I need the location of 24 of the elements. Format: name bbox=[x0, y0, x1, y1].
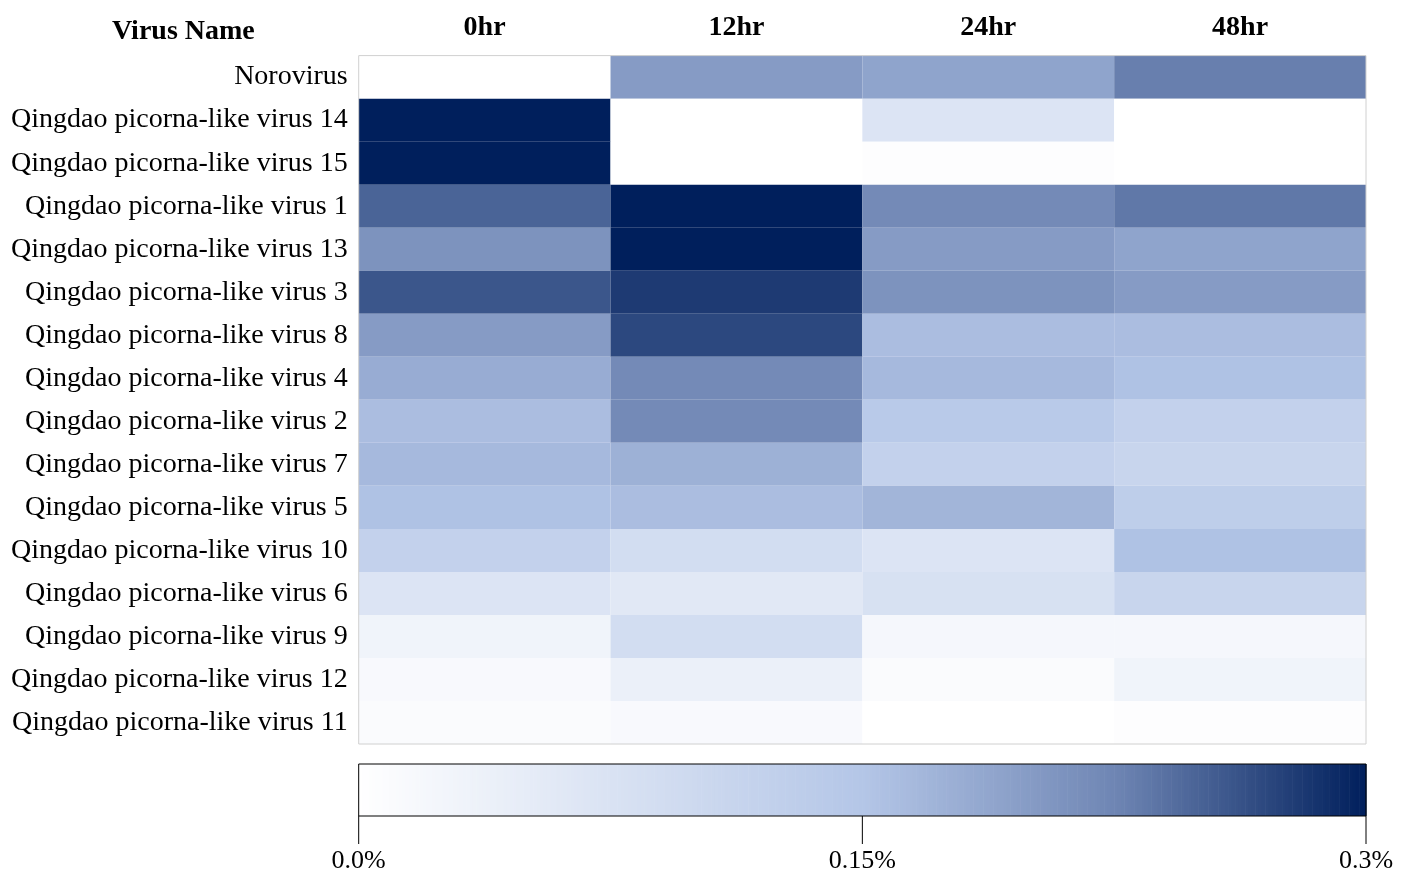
x-tick-label: 12hr bbox=[708, 10, 765, 42]
y-tick-label: Qingdao picorna-like virus 11 bbox=[12, 704, 348, 736]
color-bar-label: 0.3% bbox=[1338, 844, 1394, 874]
y-axis-title: Virus Name bbox=[111, 14, 255, 46]
color-bar-label: 0.0% bbox=[331, 844, 386, 874]
y-tick-label: Qingdao picorna-like virus 13 bbox=[10, 231, 348, 263]
y-tick-label: Qingdao picorna-like virus 5 bbox=[24, 489, 348, 521]
y-tick-label: Qingdao picorna-like virus 8 bbox=[24, 317, 348, 349]
color-bar-label: 0.15% bbox=[828, 844, 896, 874]
y-tick-label: Qingdao picorna-like virus 2 bbox=[24, 403, 348, 435]
x-tick-label: 0hr bbox=[463, 10, 506, 42]
y-tick-label: Qingdao picorna-like virus 12 bbox=[10, 661, 348, 693]
x-tick-label: 24hr bbox=[960, 10, 1017, 42]
y-tick-label: Qingdao picorna-like virus 1 bbox=[24, 188, 348, 220]
y-tick-label: Qingdao picorna-like virus 3 bbox=[24, 274, 348, 306]
y-tick-label: Norovirus bbox=[234, 59, 348, 91]
x-tick-label: 48hr bbox=[1212, 10, 1269, 42]
y-tick-label: Qingdao picorna-like virus 6 bbox=[24, 575, 348, 607]
y-tick-label: Qingdao picorna-like virus 10 bbox=[10, 532, 348, 564]
y-tick-label: Qingdao picorna-like virus 15 bbox=[10, 145, 348, 177]
y-tick-label: Qingdao picorna-like virus 4 bbox=[24, 360, 348, 392]
y-tick-label: Qingdao picorna-like virus 14 bbox=[10, 102, 348, 134]
y-tick-label: Qingdao picorna-like virus 7 bbox=[24, 446, 348, 478]
y-tick-label: Qingdao picorna-like virus 9 bbox=[24, 618, 348, 650]
